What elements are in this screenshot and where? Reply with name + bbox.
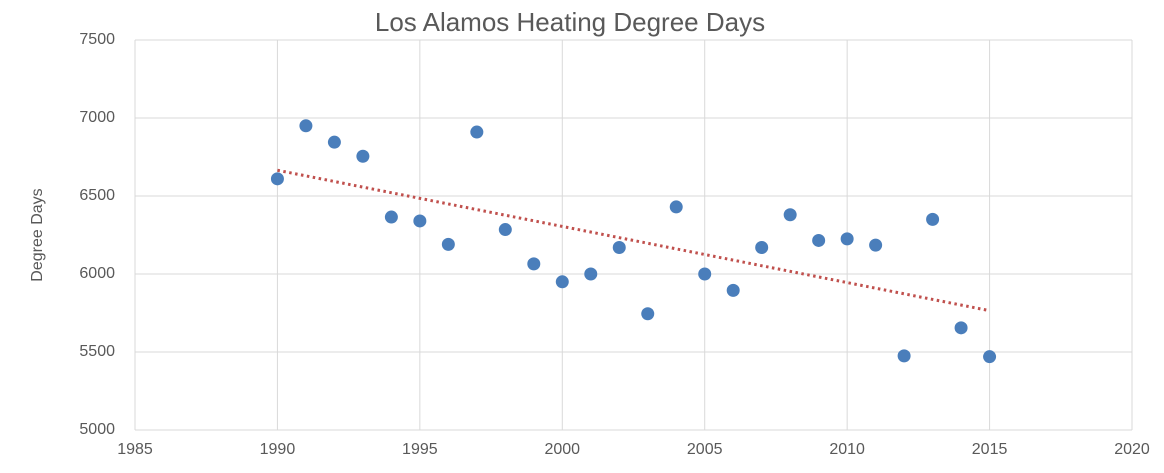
point [470, 125, 484, 139]
y-tick-label: 7000 [79, 109, 115, 126]
x-tick-label: 2010 [829, 441, 865, 458]
point [869, 238, 883, 252]
point [641, 307, 655, 321]
point [897, 349, 911, 363]
point [299, 119, 313, 133]
point [584, 267, 598, 281]
y-tick-label: 6000 [79, 265, 115, 282]
point [270, 172, 284, 186]
y-tick-label: 7500 [79, 31, 115, 48]
y-tick-label: 5000 [79, 421, 115, 438]
point [612, 240, 626, 254]
y-axis-label: Degree Days [29, 188, 46, 281]
x-tick-label: 2015 [972, 441, 1008, 458]
chart-title: Los Alamos Heating Degree Days [375, 7, 765, 37]
point [755, 240, 769, 254]
trendline [277, 168, 990, 313]
x-tick-label: 1995 [402, 441, 438, 458]
point [498, 223, 512, 237]
y-tick-label: 5500 [79, 343, 115, 360]
y-tick-label: 6500 [79, 187, 115, 204]
point [413, 214, 427, 228]
point [926, 212, 940, 226]
point [812, 233, 826, 247]
x-tick-label: 2005 [687, 441, 723, 458]
x-tick-label: 2020 [1114, 441, 1150, 458]
point [669, 200, 683, 214]
x-tick-label: 2000 [544, 441, 580, 458]
point [555, 275, 569, 289]
x-tick-label: 1990 [260, 441, 296, 458]
point [954, 321, 968, 335]
point [726, 283, 740, 297]
point [698, 267, 712, 281]
point [327, 135, 341, 149]
x-tick-label: 1985 [117, 441, 153, 458]
point [356, 149, 370, 163]
point [783, 208, 797, 222]
point [441, 237, 455, 251]
point [527, 257, 541, 271]
point [384, 210, 398, 224]
point [983, 350, 997, 364]
point [840, 232, 854, 246]
